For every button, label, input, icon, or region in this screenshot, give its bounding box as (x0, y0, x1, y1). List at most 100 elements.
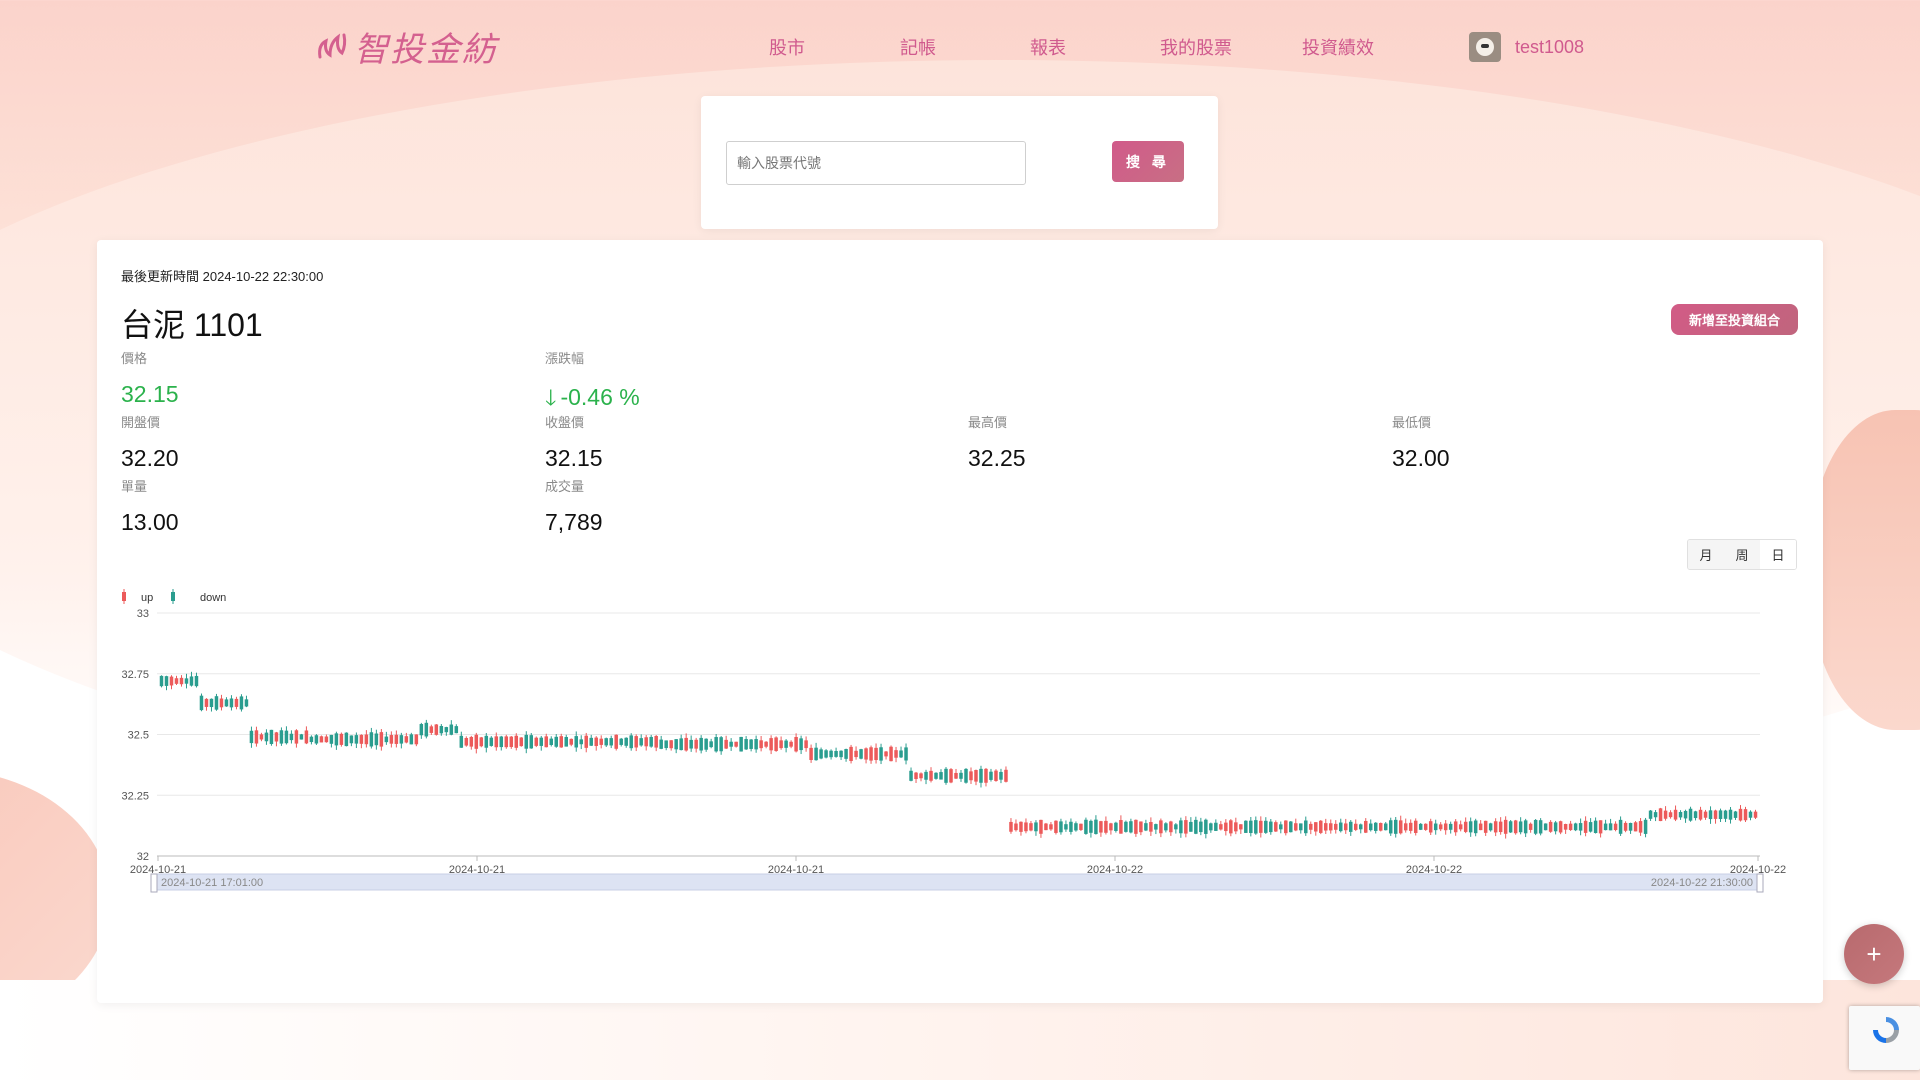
tab-day[interactable]: 日 (1760, 540, 1796, 569)
avatar[interactable] (1469, 32, 1501, 62)
candle (159, 675, 164, 687)
stat-label: 漲跌幅 (545, 351, 585, 366)
candle (694, 739, 698, 749)
candle (1393, 819, 1398, 834)
candle (939, 772, 943, 780)
candle (814, 747, 818, 761)
candle (179, 677, 184, 685)
stat-high: 最高價 32.25 (968, 412, 1026, 472)
candle (849, 746, 853, 762)
candle (419, 724, 424, 736)
nav-my-stocks[interactable]: 我的股票 (1160, 38, 1232, 58)
candle (884, 751, 888, 757)
candle (719, 737, 723, 752)
candle (224, 699, 229, 707)
add-fab-button[interactable]: + (1844, 924, 1904, 984)
candle (569, 738, 573, 745)
stock-name: 台泥 (121, 307, 186, 343)
zoom-handle-left (150, 873, 158, 893)
candle (464, 738, 469, 746)
candle (1398, 820, 1403, 834)
stat-low: 最低價 32.00 (1392, 412, 1450, 472)
candle (864, 748, 868, 760)
user-menu[interactable]: test1008 (1469, 32, 1584, 62)
candle (689, 739, 693, 749)
candle (1069, 821, 1073, 832)
nav-bookkeeping[interactable]: 記帳 (900, 38, 936, 58)
recaptcha-badge[interactable] (1849, 1006, 1920, 1070)
candle (1344, 823, 1348, 831)
range-tabs: 月 周 日 (1687, 539, 1797, 570)
candle (454, 726, 459, 734)
search-button[interactable]: 搜 尋 (1112, 141, 1184, 182)
candle (404, 736, 409, 743)
candle (1593, 820, 1598, 834)
candle (444, 727, 449, 733)
candle (1493, 821, 1498, 833)
logo[interactable]: 智投金紡 (316, 22, 498, 70)
y-tick-label: 32.5 (128, 730, 149, 742)
candle (1234, 822, 1238, 832)
stat-value: 32.15 (545, 445, 603, 471)
candle (359, 734, 364, 744)
tab-month[interactable]: 月 (1688, 540, 1724, 569)
x-tick-label: 2024-10-21 (768, 864, 824, 876)
candle (899, 750, 903, 758)
candle (1518, 821, 1523, 833)
nav-reports[interactable]: 報表 (1030, 38, 1066, 58)
candle (594, 737, 598, 747)
x-tick-label: 2024-10-22 (1087, 864, 1143, 876)
candle (1738, 808, 1743, 821)
candle (1289, 821, 1293, 833)
candle (879, 747, 883, 761)
candle (684, 737, 688, 751)
add-to-portfolio-button[interactable]: 新增至投資組合 (1671, 304, 1798, 335)
candle (729, 741, 733, 747)
candle (1683, 810, 1688, 819)
candle (1368, 823, 1373, 831)
candle (194, 675, 199, 687)
candle (244, 699, 249, 707)
candle (764, 741, 768, 747)
candle (974, 770, 978, 782)
candle (289, 733, 294, 741)
candle (1354, 823, 1358, 830)
candle (994, 770, 998, 782)
stat-price: 價格 32.15 (121, 348, 179, 408)
nav-performance[interactable]: 投資績效 (1302, 38, 1374, 58)
candle (479, 737, 484, 747)
candle (1638, 821, 1643, 833)
candle (1483, 820, 1488, 833)
candle (499, 736, 504, 748)
candle (669, 740, 673, 749)
candle (1633, 822, 1638, 832)
candle (809, 747, 813, 761)
candle (1708, 810, 1713, 820)
stock-search-input[interactable] (726, 141, 1026, 185)
candle (474, 734, 479, 749)
candle (659, 739, 663, 749)
candle (1618, 819, 1623, 834)
candle (409, 734, 414, 745)
stat-change: 漲跌幅 🡓 -0.46 % (545, 348, 640, 419)
candle (1294, 823, 1298, 831)
candle (1304, 820, 1308, 834)
nav-market[interactable]: 股市 (769, 38, 805, 58)
candle (1423, 823, 1428, 830)
candle (559, 736, 563, 748)
candle (629, 735, 633, 749)
candle (1074, 823, 1078, 831)
candle (1219, 824, 1223, 830)
stat-value: 32.25 (968, 445, 1026, 471)
candle (1528, 823, 1533, 830)
x-tick-label: 2024-10-21 (130, 864, 186, 876)
candle (1129, 821, 1133, 833)
candle (1698, 809, 1703, 820)
stat-value: 32.15 (121, 381, 179, 407)
username[interactable]: test1008 (1515, 36, 1585, 57)
candle (1209, 823, 1213, 831)
candle (1169, 821, 1173, 833)
tab-week[interactable]: 周 (1724, 540, 1760, 569)
candle (509, 736, 514, 747)
